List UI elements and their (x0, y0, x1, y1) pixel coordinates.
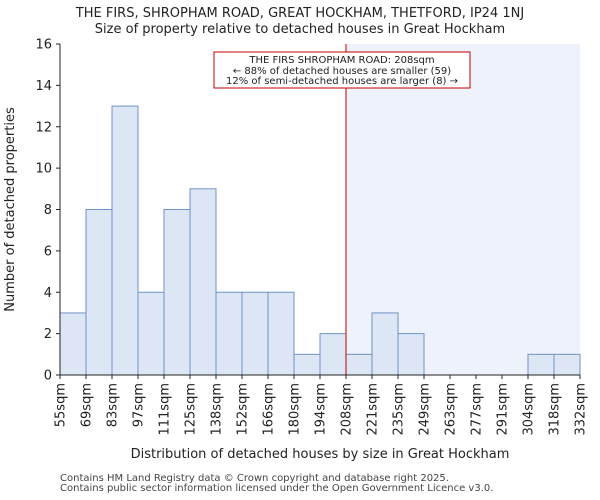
bar-152sqm (241, 291, 269, 376)
x-tick-label: 304sqm (522, 383, 537, 436)
bar-125sqm (189, 188, 217, 376)
x-tick-label: 166sqm (262, 383, 277, 436)
x-tick-label: 97sqm (132, 383, 147, 427)
footer-line-2: Contains public sector information licen… (60, 483, 494, 494)
y-tick-label: 4 (44, 286, 52, 301)
x-tick-label: 221sqm (366, 383, 381, 436)
footer-attribution: Contains HM Land Registry data © Crown c… (60, 474, 493, 494)
x-tick-label: 263sqm (444, 383, 459, 436)
x-tick-label: 318sqm (548, 383, 563, 436)
bar-138sqm (215, 291, 243, 376)
x-tick-label: 332sqm (574, 383, 589, 436)
bar-97sqm (137, 291, 165, 376)
bar-208sqm (345, 353, 373, 376)
bar-55sqm (59, 312, 87, 376)
y-axis-label: Number of detached properties (3, 107, 18, 312)
y-axis: 0 2 4 6 8 10 12 14 16 (35, 38, 61, 384)
x-axis: 55sqm 69sqm 83sqm 97sqm 111sqm 125sqm 138sqm 15… (54, 374, 589, 436)
chart-title-block: THE FIRS, SHROPHAM ROAD, GREAT HOCKHAM, … (0, 6, 600, 38)
x-tick-label: 249sqm (418, 383, 433, 436)
annotation-line-2: ← 88% of detached houses are smaller (59… (233, 66, 451, 77)
x-tick-label: 83sqm (106, 383, 121, 427)
chart-subtitle: Size of property relative to detached ho… (94, 22, 506, 37)
y-tick-label: 14 (35, 79, 52, 94)
x-tick-label: 291sqm (496, 383, 511, 436)
bars-group (59, 105, 581, 376)
bar-180sqm (293, 353, 321, 376)
bar-304sqm (527, 353, 555, 376)
chart-title: THE FIRS, SHROPHAM ROAD, GREAT HOCKHAM, … (75, 6, 525, 21)
x-tick-label: 138sqm (210, 383, 225, 436)
bar-69sqm (85, 209, 113, 376)
x-tick-label: 277sqm (470, 383, 485, 436)
y-tick-label: 6 (44, 244, 52, 259)
bar-166sqm (267, 291, 295, 376)
bar-235sqm (397, 333, 425, 376)
y-tick-label: 8 (44, 203, 52, 218)
annotation-line-1: THE FIRS SHROPHAM ROAD: 208sqm (248, 55, 434, 66)
x-tick-label: 111sqm (158, 383, 173, 436)
y-tick-label: 2 (44, 327, 52, 342)
x-tick-label: 194sqm (314, 383, 329, 436)
bar-111sqm (163, 209, 191, 376)
x-tick-label: 180sqm (288, 383, 303, 436)
x-tick-label: 235sqm (392, 383, 407, 436)
x-tick-label: 152sqm (236, 383, 251, 436)
y-tick-label: 10 (35, 162, 52, 177)
annotation-line-3: 12% of semi-detached houses are larger (… (226, 76, 458, 87)
y-tick-label: 0 (44, 369, 52, 384)
footer-line-1: Contains HM Land Registry data © Crown c… (60, 473, 449, 484)
bar-194sqm (319, 333, 347, 376)
bar-83sqm (111, 105, 139, 376)
y-tick-label: 12 (35, 120, 52, 135)
bar-318sqm (553, 353, 581, 376)
x-tick-label: 69sqm (80, 383, 95, 427)
annotation-box: THE FIRS SHROPHAM ROAD: 208sqm ← 88% of … (213, 51, 471, 89)
x-axis-label: Distribution of detached houses by size … (131, 447, 510, 462)
x-tick-label: 208sqm (340, 383, 355, 436)
y-tick-label: 16 (35, 38, 52, 53)
x-tick-label: 55sqm (54, 383, 69, 427)
annotation-border (213, 51, 471, 89)
bar-221sqm (371, 312, 399, 376)
x-tick-label: 125sqm (184, 383, 199, 436)
